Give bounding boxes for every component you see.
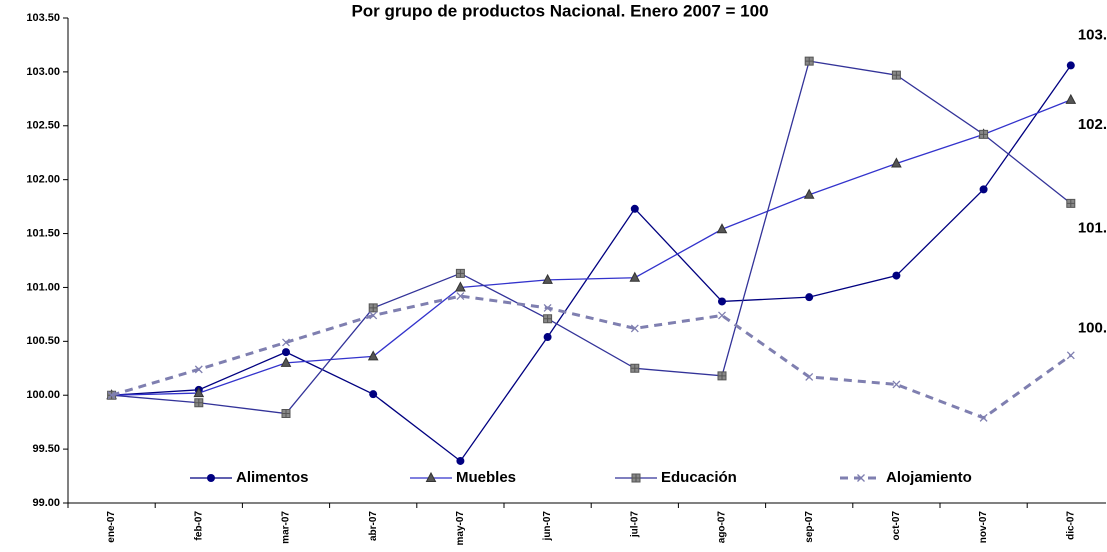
point: [805, 372, 814, 381]
point: [630, 363, 640, 373]
x-tick-label: oct-07: [891, 511, 902, 541]
legend-label: Educación: [661, 469, 737, 486]
legend-label: Muebles: [456, 469, 516, 486]
data-label: 103.06: [1078, 26, 1107, 43]
point: [805, 293, 814, 302]
point: [543, 314, 553, 324]
point: [979, 129, 989, 139]
point: [892, 271, 901, 280]
y-tick-label: 102.00: [26, 174, 60, 186]
point: [367, 350, 379, 361]
point: [979, 185, 988, 194]
data-label: 100.37: [1078, 319, 1107, 336]
point: [1066, 61, 1075, 70]
series-line: [111, 65, 1072, 462]
point: [542, 273, 553, 284]
point: [194, 398, 204, 408]
point: [891, 157, 902, 168]
y-tick-label: 102.50: [26, 120, 60, 132]
x-tick-label: nov-07: [978, 511, 989, 544]
x-tick-label: ene-07: [106, 511, 117, 543]
point: [630, 324, 639, 333]
point: [718, 311, 726, 320]
point: [979, 413, 988, 422]
point: [716, 223, 728, 234]
point: [804, 56, 814, 66]
point: [891, 70, 901, 80]
point: [456, 456, 465, 465]
y-tick-label: 103.00: [26, 66, 60, 78]
series-line: [111, 294, 1072, 420]
series-line: [111, 60, 1072, 415]
x-tick-label: jul-07: [629, 511, 640, 539]
x-tick-label: mar-07: [281, 511, 292, 544]
y-tick-label: 99.50: [32, 443, 60, 455]
x-tick-label: abr-07: [368, 511, 379, 541]
x-tick-label: may-07: [455, 511, 466, 546]
data-label: 102.74: [1078, 116, 1107, 133]
point: [717, 371, 727, 381]
point: [456, 292, 465, 301]
y-tick-label: 101.50: [26, 227, 60, 239]
data-label: 101.78: [1078, 219, 1107, 236]
point: [369, 390, 378, 399]
y-tick-label: 101.00: [26, 281, 60, 293]
legend-marker: [425, 471, 437, 482]
point: [543, 303, 552, 312]
y-tick-label: 103.50: [26, 12, 60, 24]
point: [1066, 351, 1075, 360]
point: [193, 386, 205, 398]
legend-label: Alimentos: [236, 469, 309, 486]
point: [892, 380, 901, 389]
point: [455, 268, 465, 278]
point: [455, 281, 466, 292]
x-tick-label: ago-07: [717, 511, 728, 544]
legend-marker: [631, 473, 641, 483]
point: [281, 409, 291, 419]
series-line: [111, 99, 1072, 396]
legend-marker: [207, 474, 215, 482]
point: [107, 391, 116, 400]
point: [368, 303, 378, 313]
point: [1066, 198, 1076, 208]
point: [543, 333, 552, 342]
x-tick-label: sep-07: [804, 511, 815, 543]
point: [194, 365, 203, 374]
legend-label: Alojamiento: [886, 469, 972, 486]
point: [369, 311, 378, 320]
point: [282, 338, 290, 347]
point: [1065, 93, 1077, 104]
y-tick-label: 100.00: [26, 389, 60, 401]
y-tick-label: 100.50: [26, 335, 60, 347]
chart-title: Por grupo de productos Nacional. Enero 2…: [351, 1, 768, 20]
point: [630, 204, 639, 213]
x-tick-label: jun-07: [542, 511, 553, 542]
point: [629, 271, 641, 282]
legend-marker: [857, 474, 865, 482]
x-tick-label: dic-07: [1065, 511, 1076, 540]
x-tick-label: feb-07: [193, 511, 204, 541]
y-tick-label: 99.00: [32, 497, 60, 509]
point: [803, 188, 815, 199]
point: [280, 356, 292, 367]
point: [718, 297, 726, 306]
point: [282, 348, 290, 357]
